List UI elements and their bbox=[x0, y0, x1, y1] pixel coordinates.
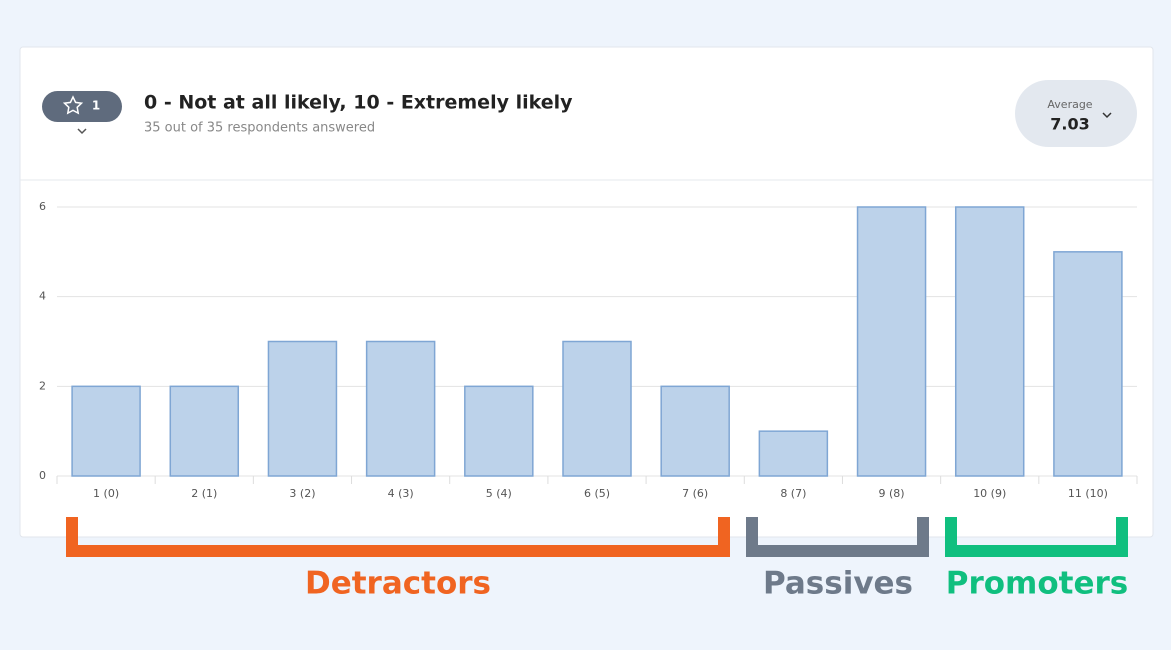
x-tick-label: 7 (6) bbox=[682, 487, 708, 500]
bracket bbox=[66, 517, 730, 557]
group-brackets: Detractors Passives Promoters bbox=[66, 517, 1129, 602]
star-icon bbox=[62, 95, 84, 115]
group-label: Detractors bbox=[305, 566, 491, 602]
x-tick-label: 9 (8) bbox=[879, 487, 905, 500]
bracket bbox=[945, 517, 1128, 557]
x-tick-label: 2 (1) bbox=[191, 487, 217, 500]
x-tick-label: 4 (3) bbox=[388, 487, 414, 500]
group-label: Passives bbox=[763, 566, 913, 602]
question-title: 0 - Not at all likely, 10 - Extremely li… bbox=[144, 92, 573, 114]
y-tick-label: 0 bbox=[39, 469, 46, 482]
y-tick-label: 2 bbox=[39, 379, 46, 392]
chevron bbox=[1102, 112, 1112, 119]
group-label: Promoters bbox=[946, 566, 1129, 602]
bar bbox=[1053, 251, 1123, 477]
average-pill[interactable] bbox=[1015, 80, 1137, 147]
bar bbox=[660, 385, 730, 477]
bar bbox=[856, 206, 927, 477]
bar bbox=[365, 340, 436, 477]
bar bbox=[169, 385, 240, 477]
bar bbox=[71, 385, 141, 477]
x-tick-label: 11 (10) bbox=[1068, 487, 1108, 500]
bar bbox=[758, 430, 829, 477]
y-tick-label: 6 bbox=[39, 200, 46, 213]
badge-count: 1 bbox=[92, 99, 100, 113]
average-value: 7.03 bbox=[1050, 115, 1089, 134]
x-tick-label: 8 (7) bbox=[780, 487, 806, 500]
bar bbox=[562, 340, 632, 477]
x-tick-label: 3 (2) bbox=[289, 487, 315, 500]
bar bbox=[954, 206, 1025, 477]
x-tick-label: 10 (9) bbox=[973, 487, 1006, 500]
x-tick-label: 5 (4) bbox=[486, 487, 512, 500]
average-label: Average bbox=[1047, 98, 1092, 111]
bar bbox=[267, 340, 338, 477]
x-tick-label: 6 (5) bbox=[584, 487, 610, 500]
bracket bbox=[746, 517, 929, 557]
subtitle: 35 out of 35 respondents answered bbox=[144, 121, 375, 136]
y-tick-label: 4 bbox=[39, 290, 46, 303]
badge[interactable] bbox=[42, 91, 122, 122]
bar bbox=[464, 385, 534, 477]
x-tick-label: 1 (0) bbox=[93, 487, 119, 500]
chevron[interactable] bbox=[77, 128, 87, 135]
